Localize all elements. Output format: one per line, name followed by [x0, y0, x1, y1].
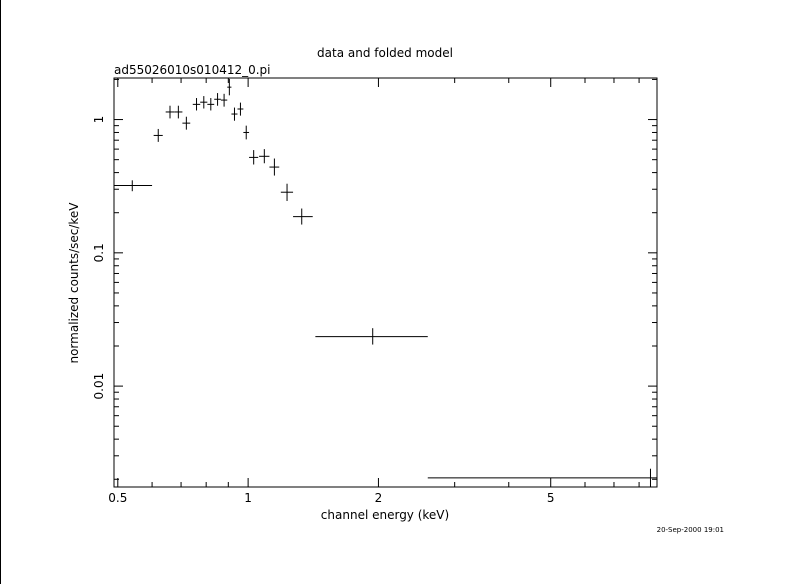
y-tick-label: 1 — [92, 116, 106, 124]
y-tick-label: 0.01 — [92, 373, 106, 400]
x-tick-label: 1 — [244, 491, 252, 505]
data-points — [114, 78, 657, 487]
data-point — [243, 125, 250, 140]
tick-labels: 0.5 1 2 5 0.01 0.1 1 — [92, 116, 555, 505]
chart-title: data and folded model — [317, 46, 453, 60]
x-axis-label: channel energy (keV) — [321, 508, 449, 522]
data-point — [220, 93, 228, 107]
data-point — [200, 96, 208, 109]
data-point — [293, 208, 313, 225]
timestamp-label: 20-Sep-2000 19:01 — [657, 526, 724, 534]
data-point — [315, 328, 428, 345]
y-tick-label: 0.1 — [92, 243, 106, 262]
data-point — [259, 149, 270, 164]
data-point — [227, 78, 232, 96]
data-point — [182, 116, 191, 130]
data-point — [427, 468, 657, 487]
x-tick-label: 2 — [375, 491, 383, 505]
chart-subtitle: ad55026010s010412_0.pi — [114, 63, 271, 77]
axis-ticks — [114, 78, 657, 487]
data-point — [280, 183, 294, 201]
data-point — [231, 107, 238, 121]
x-tick-label: 0.5 — [108, 491, 127, 505]
data-point — [249, 150, 259, 165]
page-left-border — [0, 0, 1, 584]
data-point — [214, 93, 221, 106]
x-tick-label: 5 — [547, 491, 555, 505]
y-axis-label: normalized counts/sec/keV — [67, 202, 81, 364]
data-point — [269, 158, 280, 176]
data-point — [165, 105, 175, 119]
data-point — [114, 180, 153, 192]
data-point — [237, 102, 244, 116]
data-point — [192, 98, 201, 111]
data-point — [153, 128, 163, 142]
data-point — [207, 98, 215, 111]
data-point — [174, 105, 183, 119]
plot-frame — [113, 77, 658, 488]
